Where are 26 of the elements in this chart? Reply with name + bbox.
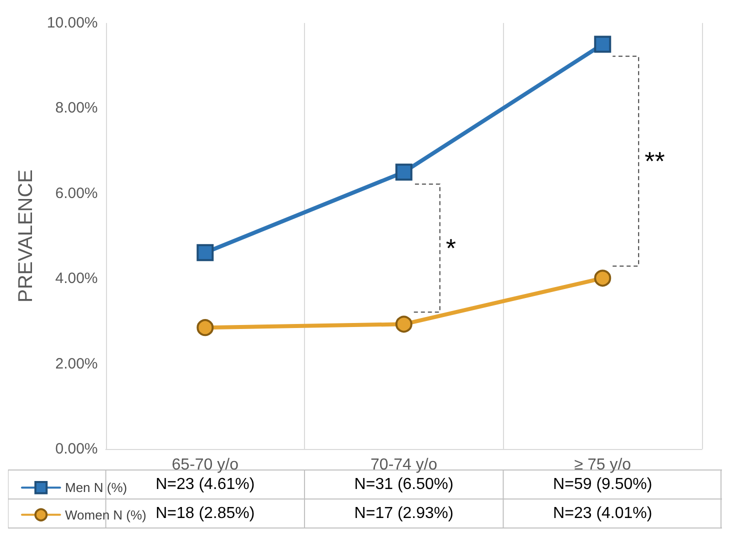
data-label: N=23 (4.61%)	[156, 476, 255, 493]
x-tick-label: 70-74 y/o	[370, 456, 438, 474]
data-label: N=31 (6.50%)	[354, 476, 454, 493]
y-tick-label: 6.00%	[55, 184, 98, 202]
x-tick-label: 65-70 y/o	[172, 456, 239, 474]
data-label: N=59 (9.50%)	[553, 476, 652, 493]
annotation: *	[446, 233, 456, 264]
point	[395, 316, 412, 333]
legend-label: Men N (%)	[65, 480, 128, 496]
data-label: N=18 (2.85%)	[156, 505, 255, 522]
data-label: N=23 (4.01%)	[553, 505, 652, 522]
y-tick-label: 8.00%	[55, 100, 98, 117]
point	[594, 36, 612, 53]
y-axis-title: PREVALENCE	[15, 169, 37, 303]
point	[196, 244, 214, 262]
point	[196, 319, 214, 336]
y-tick-label: 4.00%	[55, 270, 98, 288]
annotation: **	[644, 146, 665, 176]
legend-label: Women N (%)	[65, 507, 146, 522]
data-label: N=17 (2.93%)	[354, 505, 454, 522]
y-tick-label: 10.00%	[46, 14, 98, 32]
point	[395, 164, 412, 181]
y-tick-label: 0.00%	[55, 440, 98, 458]
point	[594, 270, 612, 287]
y-tick-label: 2.00%	[55, 355, 98, 372]
x-tick-label: ≥ 75 y/o	[574, 456, 632, 474]
